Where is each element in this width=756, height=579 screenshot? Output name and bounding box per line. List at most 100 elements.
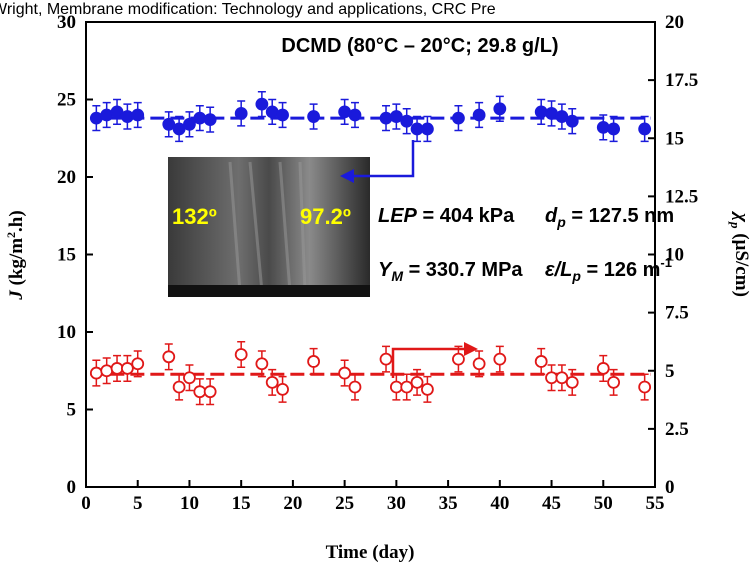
point (555, 371, 569, 385)
annotation-text: = 126 m (581, 259, 661, 281)
y2-tick-label: 12.5 (665, 186, 698, 207)
x-tick-label: 15 (232, 493, 251, 514)
point (307, 110, 321, 123)
point (265, 375, 279, 389)
annotation-text: -1 (660, 255, 672, 270)
annotation-text: M (391, 268, 403, 284)
y2-tick-label: 20 (665, 12, 684, 33)
annotation-text: p (556, 214, 566, 230)
point (234, 107, 248, 120)
point (420, 122, 434, 136)
point (493, 352, 507, 366)
point (607, 122, 621, 136)
point (183, 371, 196, 385)
y-axis-title-part: 2 (4, 232, 18, 238)
annotation: DCMD (80°C – 20°C; 29.8 g/L) (281, 35, 558, 57)
point (120, 110, 134, 123)
y2-tick-label: 10 (665, 245, 684, 266)
y-tick-label: 30 (57, 12, 76, 33)
point (255, 357, 269, 371)
point (379, 352, 393, 366)
point (89, 366, 103, 380)
x-tick-label: 10 (180, 493, 199, 514)
point (172, 380, 186, 394)
sem-image: 132º 97.2º (168, 157, 370, 297)
point (400, 380, 414, 394)
point (379, 111, 393, 125)
x-tick-label: 50 (594, 493, 613, 514)
point (348, 380, 362, 394)
y-axis-title: J (kg/m2.h) (4, 210, 27, 300)
x-tick-label: 55 (646, 493, 665, 514)
point (389, 380, 403, 394)
annotation-text: p (571, 268, 581, 284)
point (203, 385, 217, 399)
axis-arrow (340, 140, 478, 378)
x-tick-label: 5 (133, 493, 143, 514)
x-tick-label: 30 (387, 493, 406, 514)
point (410, 375, 424, 389)
y2-axis-title-part: χ (731, 210, 752, 223)
point (493, 102, 507, 116)
y-tick-label: 20 (57, 167, 76, 188)
annotation: dp = 127.5 nm (545, 205, 674, 230)
x-tick-label: 25 (335, 493, 354, 514)
x-tick-label: 0 (81, 493, 91, 514)
point (638, 380, 652, 394)
point (276, 382, 289, 396)
source: Wright, Membrane modification: Technolog… (0, 1, 496, 18)
annotation-text: = 330.7 MPa (403, 259, 523, 281)
point (400, 114, 414, 128)
x-tick-label: 45 (542, 493, 561, 514)
point (276, 108, 289, 122)
point (534, 105, 548, 119)
point (545, 371, 558, 385)
point (410, 122, 424, 136)
point (172, 122, 186, 136)
point (596, 362, 610, 375)
point (389, 110, 403, 123)
point (203, 113, 217, 127)
annotation-text: = 127.5 nm (566, 205, 674, 227)
point (348, 108, 362, 122)
x-tick-label: 40 (490, 493, 509, 514)
annotation-text: d (545, 205, 558, 227)
point (100, 364, 114, 378)
point (545, 107, 558, 120)
point (110, 362, 124, 375)
point (452, 111, 465, 125)
annotation-text: Y (378, 259, 393, 281)
y-tick-label: 25 (57, 90, 76, 111)
point (338, 366, 352, 380)
point (89, 111, 103, 125)
point (555, 110, 569, 123)
point (565, 375, 579, 389)
annotation: LEP = 404 kPa (378, 205, 515, 227)
x-tick-label: 35 (439, 493, 458, 514)
y-tick-label: 5 (67, 400, 77, 421)
point (472, 108, 486, 122)
y2-tick-label: 7.5 (665, 303, 689, 324)
annotation-text: = 404 kPa (417, 205, 515, 227)
point (120, 362, 134, 375)
point (265, 105, 279, 119)
y-axis-title-part: J (6, 290, 27, 301)
point (162, 117, 176, 131)
point (472, 357, 486, 371)
point (183, 117, 196, 131)
x-tick-label: 20 (283, 493, 302, 514)
point (131, 357, 145, 371)
annotation-text: ε/L (545, 259, 572, 281)
point (234, 348, 248, 361)
y2-tick-label: 17.5 (665, 70, 698, 91)
point (131, 108, 145, 122)
point (420, 382, 434, 396)
point (193, 385, 207, 399)
y2-tick-label: 0 (665, 477, 675, 498)
y2-axis-title-part: (µS/cm) (731, 228, 752, 296)
point (338, 105, 352, 119)
y-tick-label: 15 (57, 245, 76, 266)
point (162, 350, 176, 364)
y2-tick-label: 5 (665, 361, 675, 382)
